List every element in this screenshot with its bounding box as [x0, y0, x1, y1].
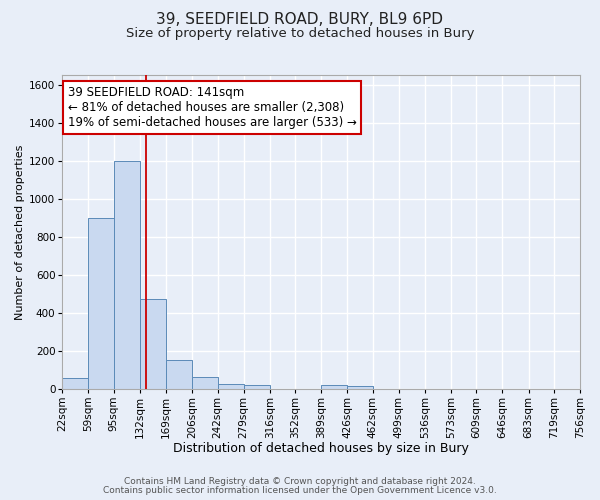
Text: Contains public sector information licensed under the Open Government Licence v3: Contains public sector information licen…	[103, 486, 497, 495]
X-axis label: Distribution of detached houses by size in Bury: Distribution of detached houses by size …	[173, 442, 469, 455]
Bar	[347, 386, 373, 389]
Text: Contains HM Land Registry data © Crown copyright and database right 2024.: Contains HM Land Registry data © Crown c…	[124, 477, 476, 486]
Text: 39 SEEDFIELD ROAD: 141sqm
← 81% of detached houses are smaller (2,308)
19% of se: 39 SEEDFIELD ROAD: 141sqm ← 81% of detac…	[68, 86, 356, 129]
Bar	[62, 378, 88, 389]
Bar	[244, 385, 269, 389]
Text: 39, SEEDFIELD ROAD, BURY, BL9 6PD: 39, SEEDFIELD ROAD, BURY, BL9 6PD	[157, 12, 443, 28]
Bar	[192, 378, 218, 389]
Bar	[166, 360, 192, 389]
Bar	[321, 385, 347, 389]
Text: Size of property relative to detached houses in Bury: Size of property relative to detached ho…	[126, 28, 474, 40]
Y-axis label: Number of detached properties: Number of detached properties	[15, 144, 25, 320]
Bar	[114, 160, 140, 389]
Bar	[88, 218, 114, 389]
Bar	[218, 384, 244, 389]
Bar	[140, 300, 166, 389]
